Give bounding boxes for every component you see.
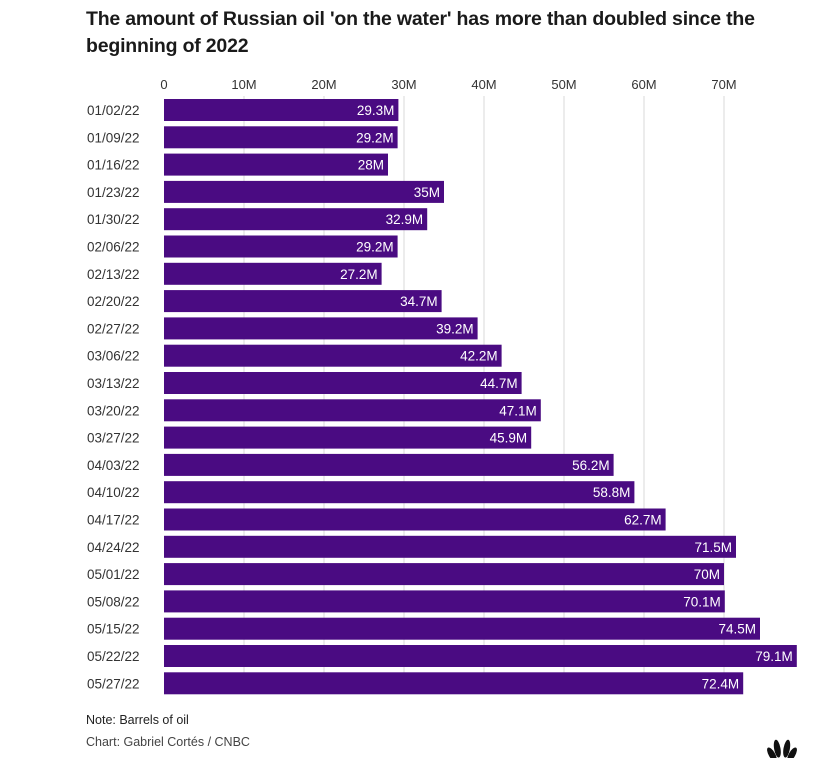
category-label: 03/13/22	[87, 376, 140, 391]
bars: 29.3M 29.2M 28M 35M 32.9M 29.2M 27.2M 34.7M 39.2…	[164, 99, 797, 695]
category-label: 03/27/22	[87, 431, 140, 446]
category-label: 05/01/22	[87, 567, 140, 582]
bar	[164, 399, 541, 422]
bar-value-label: 29.3M	[357, 103, 395, 118]
bar	[164, 208, 428, 231]
x-tick-label: 40M	[471, 77, 496, 92]
bar	[164, 617, 760, 640]
bar-value-label: 70M	[694, 567, 720, 582]
bar-value-label: 58.8M	[593, 485, 631, 500]
bar	[164, 672, 744, 695]
category-label: 03/06/22	[87, 349, 140, 364]
bar	[164, 235, 398, 258]
category-label: 02/20/22	[87, 294, 140, 309]
y-axis-categories: 01/02/22 01/09/22 01/16/22 01/23/22 01/30/22…	[87, 103, 140, 691]
bar	[164, 262, 382, 285]
category-label: 04/17/22	[87, 513, 140, 528]
bar	[164, 535, 736, 558]
bar-chart: 0 10M 20M 30M 40M 50M 60M 70M 29.3M 29.2M 28M 35M 3…	[87, 77, 797, 695]
category-label: 05/22/22	[87, 649, 140, 664]
category-label: 01/23/22	[87, 185, 140, 200]
bar-value-label: 34.7M	[400, 294, 438, 309]
x-tick-label: 50M	[551, 77, 576, 92]
x-tick-label: 20M	[311, 77, 336, 92]
bar	[164, 563, 724, 586]
category-label: 04/10/22	[87, 485, 140, 500]
bar	[164, 153, 388, 176]
nbc-peacock-icon	[767, 739, 797, 758]
bar	[164, 372, 522, 394]
category-label: 05/08/22	[87, 594, 140, 609]
bar-value-label: 74.5M	[718, 622, 756, 637]
bar	[164, 99, 399, 121]
bar-value-label: 35M	[414, 185, 440, 200]
category-label: 02/13/22	[87, 267, 140, 282]
x-tick-label: 60M	[631, 77, 656, 92]
bar	[164, 453, 614, 476]
bar	[164, 508, 666, 531]
bar-value-label: 62.7M	[624, 513, 662, 528]
category-label: 02/27/22	[87, 321, 140, 336]
bar-value-label: 27.2M	[340, 267, 378, 282]
bar	[164, 426, 532, 449]
bar-value-label: 39.2M	[436, 321, 474, 336]
bar-value-label: 42.2M	[460, 349, 498, 364]
bar	[164, 180, 444, 203]
bar	[164, 126, 398, 149]
category-label: 04/24/22	[87, 540, 140, 555]
x-tick-label: 70M	[711, 77, 736, 92]
bar-value-label: 29.2M	[356, 240, 394, 255]
bar	[164, 645, 797, 667]
category-label: 05/15/22	[87, 622, 140, 637]
category-label: 03/20/22	[87, 403, 140, 418]
bar-value-label: 29.2M	[356, 130, 394, 145]
bar-value-label: 71.5M	[694, 540, 732, 555]
category-label: 01/09/22	[87, 130, 140, 145]
bar	[164, 344, 502, 367]
x-tick-label: 0	[160, 77, 167, 92]
category-label: 05/27/22	[87, 676, 140, 691]
bar	[164, 317, 478, 340]
bar	[164, 590, 725, 613]
x-axis-ticks: 0 10M 20M 30M 40M 50M 60M 70M	[160, 77, 736, 92]
bar	[164, 481, 635, 504]
bar-value-label: 28M	[358, 158, 384, 173]
category-label: 02/06/22	[87, 240, 140, 255]
chart-note: Note: Barrels of oil	[86, 713, 189, 727]
x-tick-label: 10M	[231, 77, 256, 92]
category-label: 01/16/22	[87, 158, 140, 173]
bar-value-label: 44.7M	[480, 376, 518, 391]
bar-value-label: 45.9M	[490, 431, 528, 446]
chart-title: The amount of Russian oil 'on the water'…	[86, 8, 755, 57]
chart-credit: Chart: Gabriel Cortés / CNBC	[86, 735, 250, 749]
bar-value-label: 56.2M	[572, 458, 610, 473]
bar-value-label: 79.1M	[755, 649, 793, 664]
bar-value-label: 72.4M	[702, 676, 740, 691]
bar-value-label: 70.1M	[683, 594, 721, 609]
category-label: 01/30/22	[87, 212, 140, 227]
bar-value-label: 32.9M	[386, 212, 424, 227]
category-label: 04/03/22	[87, 458, 140, 473]
category-label: 01/02/22	[87, 103, 140, 118]
bar-value-label: 47.1M	[499, 403, 537, 418]
x-tick-label: 30M	[391, 77, 416, 92]
bar	[164, 290, 442, 313]
